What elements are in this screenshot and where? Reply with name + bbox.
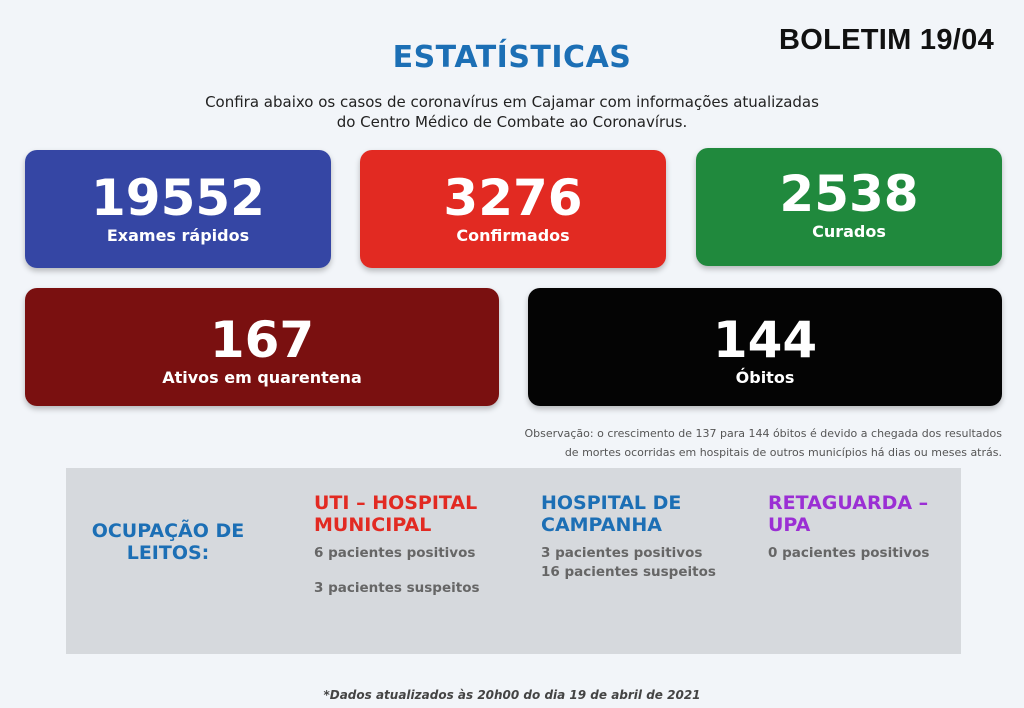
card-label: Ativos em quarentena (162, 368, 362, 387)
occupancy-heading: HOSPITAL DE CAMPANHA (541, 492, 741, 536)
occupancy-field-hospital: HOSPITAL DE CAMPANHA 3 pacientes positiv… (541, 492, 741, 582)
observation-note: Observação: o crescimento de 137 para 14… (502, 424, 1002, 462)
occupancy-positive: 3 pacientes positivos (541, 545, 703, 561)
note-line-1: Observação: o crescimento de 137 para 14… (524, 427, 1002, 440)
card-value: 3276 (443, 169, 583, 227)
occupancy-retaguarda-upa: RETAGUARDA – UPA 0 pacientes positivos (768, 492, 958, 563)
occupancy-suspected: 3 pacientes suspeitos (314, 580, 480, 596)
card-value: 144 (712, 311, 818, 369)
occupancy-positive: 0 pacientes positivos (768, 545, 930, 561)
heading-line-1: RETAGUARDA – (768, 492, 929, 514)
note-line-2: de mortes ocorridas em hospitais de outr… (564, 446, 1002, 459)
card-confirmed: 3276 Confirmados (360, 150, 666, 268)
card-value: 167 (209, 311, 315, 369)
subtitle-line-2: do Centro Médico de Combate ao Coronavír… (336, 113, 688, 131)
heading-line-2: CAMPANHA (541, 514, 662, 536)
card-value: 19552 (91, 169, 265, 227)
occupancy-title-line-1: OCUPAÇÃO DE (91, 520, 245, 542)
occupancy-suspected: 16 pacientes suspeitos (541, 564, 716, 580)
card-recovered: 2538 Curados (696, 148, 1002, 266)
heading-line-1: HOSPITAL DE (541, 492, 682, 514)
card-label: Confirmados (456, 226, 570, 245)
card-label: Curados (812, 222, 886, 241)
heading-line-1: UTI – HOSPITAL (314, 492, 478, 514)
card-value: 2538 (779, 165, 919, 223)
heading-line-2: UPA (768, 514, 811, 536)
occupancy-uti-municipal: UTI – HOSPITAL MUNICIPAL 6 pacientes pos… (314, 492, 514, 598)
card-label: Exames rápidos (106, 226, 250, 245)
occupancy-heading: UTI – HOSPITAL MUNICIPAL (314, 492, 514, 536)
occupancy-positive: 6 pacientes positivos (314, 545, 476, 561)
bulletin-label: BOLETIM 19/04 (778, 24, 994, 56)
page-subtitle: Confira abaixo os casos de coronavírus e… (0, 92, 1024, 132)
page-title: ESTATÍSTICAS (392, 40, 632, 75)
card-rapid-tests: 19552 Exames rápidos (25, 150, 331, 268)
subtitle-line-1: Confira abaixo os casos de coronavírus e… (205, 93, 819, 111)
card-active-quarantine: 167 Ativos em quarentena (25, 288, 499, 406)
card-deaths: 144 Óbitos (528, 288, 1002, 406)
card-label: Óbitos (735, 368, 795, 387)
bed-occupancy-panel (66, 468, 961, 654)
update-footnote: *Dados atualizados às 20h00 do dia 19 de… (323, 688, 701, 702)
occupancy-title-line-2: LEITOS: (126, 542, 210, 564)
occupancy-title: OCUPAÇÃO DE LEITOS: (88, 520, 248, 564)
heading-line-2: MUNICIPAL (314, 514, 432, 536)
occupancy-heading: RETAGUARDA – UPA (768, 492, 958, 536)
